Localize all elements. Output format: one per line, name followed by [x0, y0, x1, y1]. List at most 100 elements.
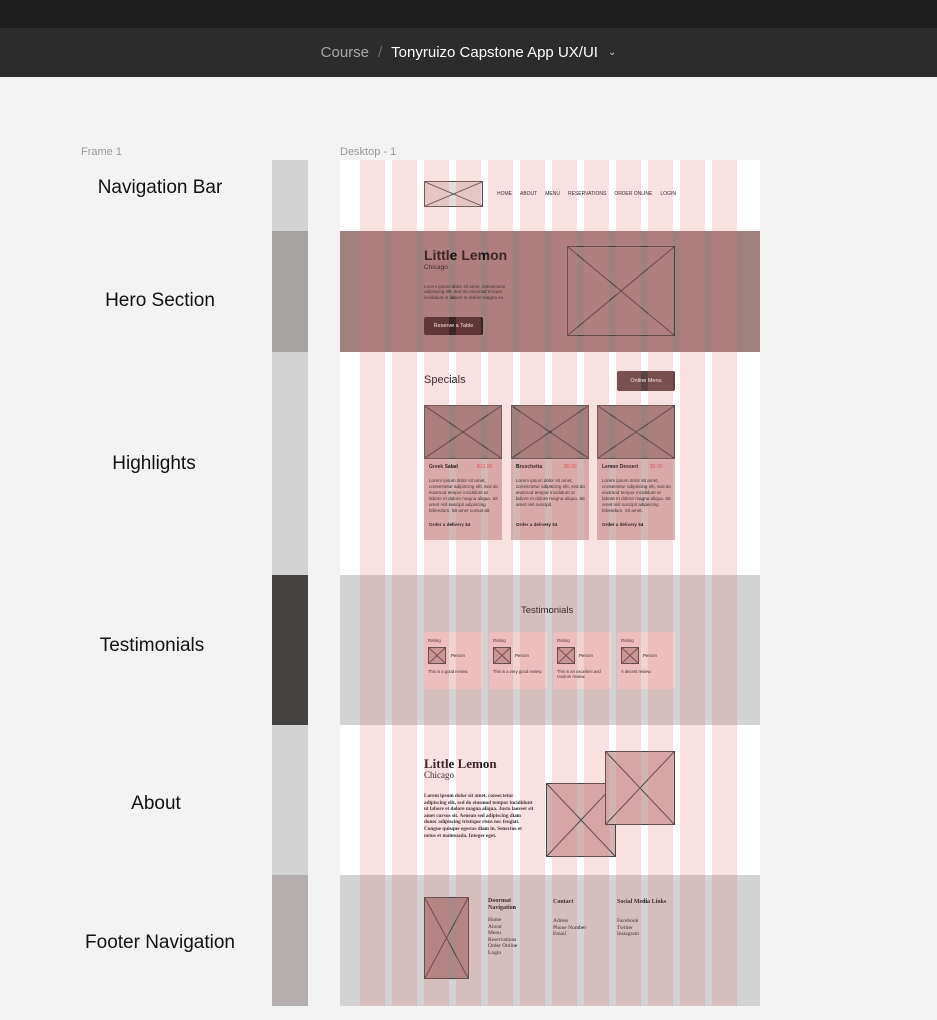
- special-card-description: Lorem ipsum dolor sit amet, consectetur …: [516, 478, 585, 507]
- testimonial-review: This is a good review.: [428, 669, 469, 674]
- layout-grid-column: [520, 160, 545, 1006]
- footer-band: [340, 875, 760, 1006]
- chevron-down-icon[interactable]: ⌄: [607, 47, 617, 58]
- hero-image-placeholder[interactable]: [567, 246, 675, 336]
- footer-social-twitter[interactable]: Twitter: [617, 924, 633, 931]
- special-card-order-link[interactable]: Order a delivery $4: [429, 522, 471, 527]
- testimonial-rating: Rating: [557, 638, 570, 643]
- footer-contact-list: Adress Phone Number Email: [553, 918, 586, 938]
- nav-link-order-online[interactable]: ORDER ONLINE: [614, 191, 653, 197]
- testimonial-avatar: [493, 647, 511, 664]
- special-card-image: [597, 405, 675, 459]
- section-bar-about[interactable]: [272, 725, 308, 875]
- section-bar-highlights[interactable]: [272, 352, 308, 575]
- testimonial-review: This is a very good review.: [493, 669, 543, 674]
- online-menu-button[interactable]: Online Menu: [617, 371, 675, 391]
- footer-contact-address[interactable]: Adress: [553, 918, 569, 924]
- hero-body-text: Lorem ipsum dolor sit amet, consectetur …: [424, 284, 506, 300]
- layout-grid-column: [584, 160, 609, 1006]
- desktop-frame-label[interactable]: Desktop - 1: [340, 146, 397, 158]
- testimonial-avatar: [428, 647, 446, 664]
- section-label-testimonials: Testimonials: [99, 635, 205, 656]
- footer-link-home[interactable]: Home: [488, 917, 502, 923]
- layout-grid-column: [552, 160, 577, 1006]
- special-card-price: $5.00: [564, 464, 577, 470]
- nav-links: HOME ABOUT MENU RESERVATIONS ORDER ONLIN…: [497, 191, 676, 197]
- footer-contact-phone[interactable]: Phone Number: [553, 924, 587, 931]
- section-label-highlights: Highlights: [112, 453, 196, 474]
- testimonial-avatar: [557, 647, 575, 664]
- special-card-description: Lorem ipsum dolor sit amet, consectetur …: [602, 478, 671, 513]
- nav-link-menu[interactable]: MENU: [545, 191, 560, 197]
- layout-grid-column: [360, 160, 385, 1006]
- nav-link-reservations[interactable]: RESERVATIONS: [567, 191, 607, 197]
- testimonial-avatar: [621, 647, 639, 664]
- section-bar-testimonials[interactable]: [272, 575, 308, 725]
- testimonials-title: Testimonials: [521, 605, 574, 616]
- footer-doormat-title: Doormat Navigation: [488, 898, 517, 911]
- layout-grid-column: [392, 160, 417, 1006]
- hero-band: [340, 231, 760, 352]
- footer-link-about[interactable]: About: [488, 923, 502, 930]
- footer-link-reservations[interactable]: Reservations: [488, 936, 517, 943]
- nav-link-login[interactable]: LOGIN: [660, 191, 676, 197]
- special-card-name: Greek Salad: [429, 464, 458, 470]
- desktop-frame[interactable]: HOME ABOUT MENU RESERVATIONS ORDER ONLIN…: [340, 160, 760, 1006]
- section-bar-navigation[interactable]: [272, 160, 308, 231]
- specials-title: Specials: [424, 374, 466, 386]
- footer-social-list: Facebook Twitter Instagram: [617, 918, 639, 938]
- testimonials-band: [340, 575, 760, 725]
- testimonial-review: This is an excellent and random review.: [557, 669, 601, 679]
- about-image-placeholder[interactable]: [605, 751, 675, 825]
- footer-link-menu[interactable]: Menu: [488, 930, 501, 937]
- testimonial-rating: Rating: [493, 638, 506, 643]
- testimonial-review: A decent review.: [621, 669, 652, 674]
- testimonial-person: Person: [643, 653, 657, 658]
- app-top-bar: [0, 0, 937, 28]
- footer-social-title: Social Media Links: [617, 899, 667, 905]
- breadcrumb-course[interactable]: Course: [320, 44, 369, 61]
- about-body-text: Lorem ipsum dolor sit amet, consectetur …: [424, 793, 534, 839]
- footer-social-instagram[interactable]: Instagram: [617, 931, 639, 938]
- special-card-image: [424, 405, 502, 459]
- nav-link-about[interactable]: ABOUT: [520, 191, 538, 197]
- nav-link-home[interactable]: HOME: [497, 191, 512, 197]
- special-card-name: Bruschetta: [516, 464, 543, 470]
- section-bar-hero[interactable]: [272, 231, 308, 352]
- layout-grid-column: [456, 160, 481, 1006]
- special-card-order-link[interactable]: Order a delivery $4: [602, 522, 644, 527]
- frame1-label[interactable]: Frame 1: [81, 146, 122, 158]
- testimonial-person: Person: [579, 653, 593, 658]
- footer-logo-placeholder[interactable]: [424, 897, 469, 979]
- file-title-bar: Course / Tonyruizo Capstone App UX/UI ⌄: [0, 28, 937, 77]
- section-label-footer: Footer Navigation: [85, 932, 235, 953]
- special-card-name: Lemon Dessert: [602, 464, 639, 470]
- about-image-placeholder[interactable]: [546, 783, 616, 857]
- footer-contact-email[interactable]: Email: [553, 931, 567, 938]
- special-card-order-link[interactable]: Order a delivery $4: [516, 522, 558, 527]
- hero-subtitle: Chicago: [424, 264, 448, 271]
- footer-link-login[interactable]: Login: [488, 949, 502, 956]
- layout-grid-column: [424, 160, 449, 1006]
- section-bar-footer[interactable]: [272, 875, 308, 1006]
- testimonial-rating: Rating: [621, 638, 634, 643]
- footer-doormat-list: Home About Menu Reservations Order Onlin…: [488, 917, 517, 957]
- file-name[interactable]: Tonyruizo Capstone App UX/UI: [391, 44, 598, 61]
- special-card-price: $12.00: [477, 464, 493, 470]
- layout-grid-column: [648, 160, 673, 1006]
- hero-title: Little Lemon: [424, 247, 508, 263]
- footer-link-order-online[interactable]: Order Online: [488, 943, 518, 950]
- section-label-about: About: [131, 793, 181, 814]
- layout-grid-column: [712, 160, 737, 1006]
- special-card-price: $5.00: [650, 464, 663, 470]
- about-title: Little Lemon: [424, 756, 497, 771]
- testimonial-rating: Rating: [428, 638, 441, 643]
- about-subtitle: Chicago: [424, 770, 454, 780]
- logo-placeholder-image[interactable]: [424, 181, 483, 207]
- reserve-table-button[interactable]: Reserve a Table: [424, 317, 483, 335]
- special-card-image: [511, 405, 589, 459]
- breadcrumb-separator: /: [378, 44, 383, 61]
- testimonial-person: Person: [451, 653, 465, 658]
- footer-social-facebook[interactable]: Facebook: [617, 918, 639, 924]
- footer-contact-title: Contact: [553, 899, 574, 905]
